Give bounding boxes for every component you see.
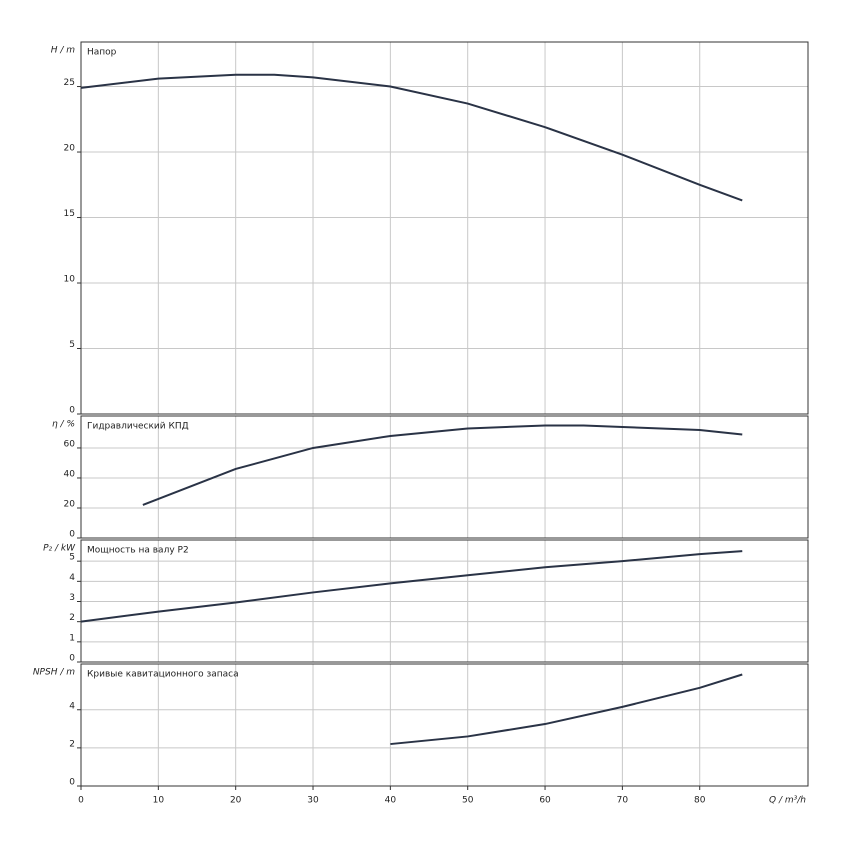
- y-tick-label: 25: [64, 78, 75, 88]
- x-tick-label: 30: [307, 796, 319, 806]
- panel-title: Мощность на валу P2: [87, 546, 189, 556]
- curve: [80, 550, 743, 623]
- curve: [390, 673, 743, 746]
- y-tick-label: 0: [69, 778, 75, 788]
- y-tick-label: 5: [69, 553, 75, 563]
- y-axis-label: NPSH / m: [33, 668, 75, 678]
- y-tick-label: 0: [69, 530, 75, 540]
- y-axis-label: P₂ / kW: [43, 544, 76, 554]
- y-axis-label: η / %: [52, 420, 75, 430]
- x-tick-label: 50: [462, 796, 474, 806]
- y-tick-label: 60: [64, 439, 76, 449]
- panel-title: Кривые кавитационного запаса: [87, 670, 239, 680]
- panel-title: Напор: [87, 48, 117, 58]
- x-tick-label: 10: [153, 796, 165, 806]
- y-tick-label: 0: [69, 406, 75, 416]
- x-axis-label: Q / m³/h: [769, 796, 806, 806]
- y-tick-label: 10: [64, 275, 76, 285]
- x-tick-label: 40: [385, 796, 397, 806]
- y-tick-label: 20: [64, 499, 76, 509]
- y-tick-label: 1: [69, 633, 75, 643]
- x-tick-label: 80: [694, 796, 706, 806]
- y-tick-label: 2: [69, 739, 75, 749]
- y-tick-label: 4: [69, 573, 75, 583]
- y-tick-label: 2: [69, 613, 75, 623]
- plot-frame: [80, 415, 809, 539]
- curve: [142, 424, 743, 506]
- y-axis-label: H / m: [51, 46, 76, 56]
- x-tick-label: 70: [617, 796, 629, 806]
- y-tick-label: 20: [64, 144, 76, 154]
- curve: [80, 73, 743, 202]
- y-tick-label: 0: [69, 654, 75, 664]
- x-tick-label: 20: [230, 796, 242, 806]
- x-tick-label: 0: [78, 796, 84, 806]
- plot-frame: [80, 41, 809, 415]
- y-tick-label: 5: [69, 340, 75, 350]
- x-tick-label: 60: [539, 796, 551, 806]
- y-tick-label: 4: [69, 701, 75, 711]
- panel-title: Гидравлический КПД: [87, 422, 189, 432]
- plot-frame: [80, 663, 809, 787]
- y-tick-label: 15: [64, 209, 75, 219]
- plot-frame: [80, 539, 809, 663]
- y-tick-label: 3: [69, 593, 75, 603]
- y-tick-label: 40: [64, 469, 76, 479]
